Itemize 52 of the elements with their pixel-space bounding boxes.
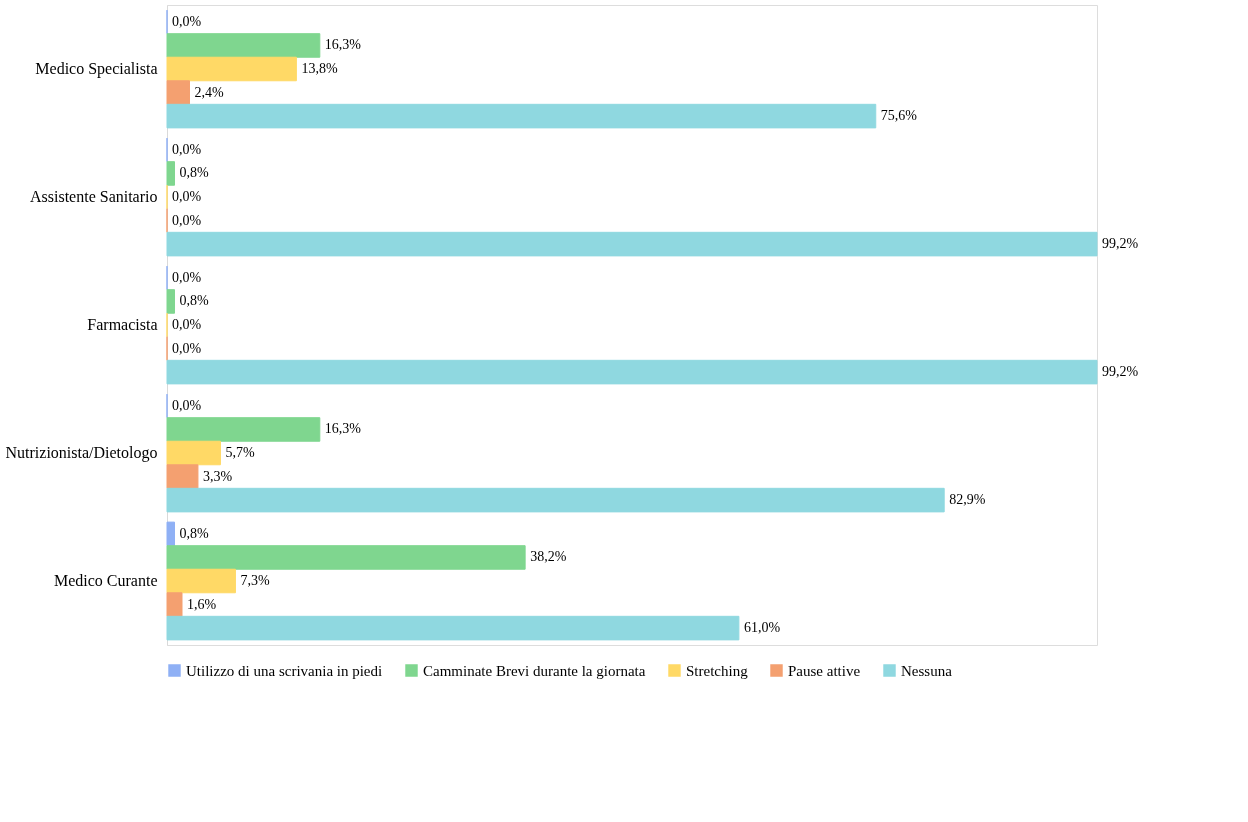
- data-label: 5,7%: [225, 445, 255, 460]
- data-label: 0,0%: [172, 340, 202, 356]
- data-label: 0,0%: [172, 13, 202, 29]
- y-tick-label: Nutrizionista/Dietologo: [5, 444, 158, 462]
- data-label: 0,0%: [172, 317, 202, 332]
- data-label: 13,8%: [301, 61, 338, 76]
- bar: [166, 440, 221, 466]
- legend-label: Utilizzo di una scrivania in piedi: [186, 662, 383, 679]
- data-label: 99,2%: [1102, 364, 1139, 380]
- data-label: 0,0%: [172, 141, 202, 157]
- data-label: 7,3%: [240, 573, 270, 588]
- bar: [166, 33, 321, 58]
- y-tick-label: Farmacista: [87, 316, 158, 333]
- bar: [166, 545, 526, 570]
- bar: [166, 289, 175, 314]
- legend-label: Stretching: [686, 662, 749, 679]
- data-label: 0,0%: [172, 189, 202, 204]
- data-label: 0,0%: [172, 269, 202, 285]
- legend-label: Nessuna: [901, 662, 953, 679]
- bar: [166, 56, 297, 82]
- bar: [166, 80, 190, 105]
- legend-label: Pause attive: [788, 662, 861, 679]
- data-label: 0,0%: [172, 397, 202, 413]
- y-tick-label: Medico Specialista: [35, 60, 158, 78]
- bar: [166, 103, 877, 129]
- data-label: 16,3%: [324, 37, 362, 53]
- bar: [166, 568, 236, 594]
- bar: [166, 231, 1098, 257]
- bar: [166, 487, 945, 513]
- y-tick-label: Assistente Sanitario: [29, 188, 158, 205]
- data-label: 2,4%: [194, 84, 224, 100]
- data-label: 0,8%: [179, 525, 209, 541]
- legend-label: Camminate Brevi durante la giornata: [423, 662, 646, 679]
- data-label: 99,2%: [1102, 236, 1139, 252]
- data-label: 0,8%: [179, 165, 209, 181]
- bar: [166, 615, 740, 641]
- data-label: 0,0%: [172, 212, 202, 228]
- bar: [166, 521, 175, 547]
- data-label: 75,6%: [880, 108, 918, 124]
- data-label: 16,3%: [324, 421, 362, 437]
- data-label: 38,2%: [530, 549, 567, 565]
- bar: [166, 359, 1098, 385]
- bar: [166, 464, 199, 489]
- y-tick-label: Medico Curante: [53, 572, 158, 589]
- data-label: 61,0%: [743, 620, 781, 636]
- bar: [166, 161, 175, 186]
- data-label: 3,3%: [202, 468, 233, 484]
- data-label: 0,8%: [179, 293, 209, 309]
- data-label: 82,9%: [949, 492, 986, 508]
- bar: [166, 592, 183, 617]
- data-label: 1,6%: [187, 596, 217, 612]
- bar: [166, 417, 321, 442]
